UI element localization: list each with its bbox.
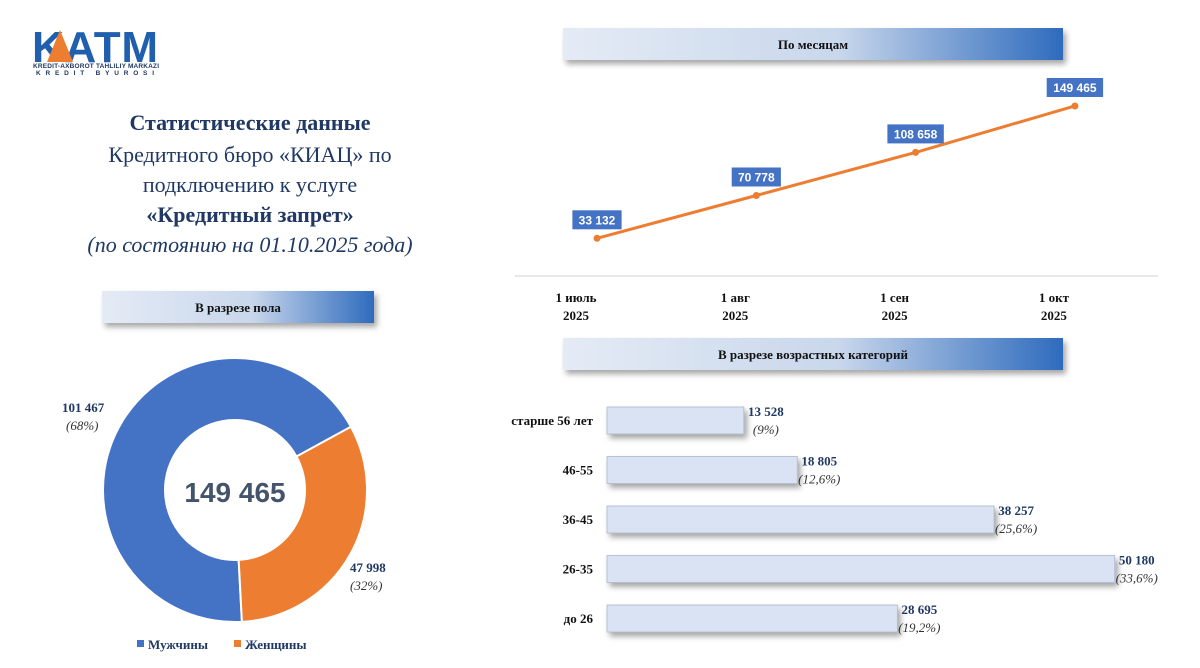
donut-segment bbox=[237, 425, 368, 623]
logo-line: KREDIT-AXBOROT TAHLILIY MARKAZI bbox=[33, 63, 159, 70]
value-label: 70 778 bbox=[738, 170, 775, 184]
point bbox=[912, 148, 920, 156]
x-tick-label: 1 июль 2025 bbox=[555, 290, 596, 323]
y-tick-label: 36-45 bbox=[563, 512, 594, 527]
share-label: (19,2%) bbox=[898, 620, 940, 635]
center-label: 149 465 bbox=[184, 477, 285, 508]
bar bbox=[606, 456, 798, 484]
logo-accent bbox=[47, 30, 73, 62]
value-label: 149 465 bbox=[1053, 81, 1097, 95]
banner bbox=[102, 291, 374, 323]
bar bbox=[606, 604, 898, 633]
y-tick-label: до 26 bbox=[564, 611, 594, 626]
x-tick-label: 1 окт 2025 bbox=[1039, 290, 1070, 323]
label-box bbox=[1046, 77, 1104, 97]
label-box bbox=[572, 210, 622, 230]
y-tick-label: старше 56 лет bbox=[511, 413, 593, 428]
bar bbox=[606, 505, 995, 534]
bar bbox=[606, 406, 745, 435]
share-label: (68%) bbox=[66, 418, 99, 433]
chart-title: В разрезе возрастных категорий bbox=[718, 347, 908, 362]
value-label: 108 658 bbox=[894, 127, 938, 141]
y-tick-label: 46-55 bbox=[563, 463, 594, 478]
share-label: (9%) bbox=[753, 422, 779, 437]
label-box bbox=[731, 167, 781, 187]
share-label: (33,6%) bbox=[1116, 571, 1158, 586]
banner bbox=[563, 28, 1063, 60]
line bbox=[596, 104, 1076, 240]
x-tick-label: 1 сен 2025 bbox=[880, 290, 909, 323]
heading-line: подключению к услуге bbox=[143, 172, 357, 197]
value-label: 47 998 bbox=[350, 560, 386, 575]
heading-line: Статистические данные bbox=[129, 110, 370, 135]
logo: KATM KREDIT-AXBOROT TAHLILIY MARKAZI KRE… bbox=[32, 23, 159, 77]
value-label: 33 132 bbox=[579, 213, 616, 227]
share-label: (32%) bbox=[350, 578, 383, 593]
value-label: 13 528 bbox=[748, 404, 784, 419]
point bbox=[752, 191, 760, 199]
logo-line: KREDIT BYUROSI bbox=[36, 70, 154, 77]
heading: Статистические данные Кредитного бюро «К… bbox=[87, 110, 412, 257]
value-label: 101 467 bbox=[62, 400, 105, 415]
bar bbox=[606, 555, 1116, 583]
chart-title: В разрезе пола bbox=[195, 300, 281, 315]
share-label: (25,6%) bbox=[995, 521, 1037, 536]
value-label: 38 257 bbox=[998, 503, 1034, 518]
point bbox=[1071, 102, 1079, 110]
y-tick-label: 26-35 bbox=[563, 562, 594, 577]
heading-line: «Кредитный запрет» bbox=[146, 202, 353, 227]
x-tick-label: 1 авг 2025 bbox=[721, 290, 750, 323]
label-box bbox=[887, 124, 944, 144]
heading-line: Кредитного бюро «КИАЦ» по bbox=[108, 142, 391, 167]
banner bbox=[563, 338, 1063, 370]
legend-label: Женщины bbox=[245, 637, 307, 652]
heading-line: (по состоянию на 01.10.2025 года) bbox=[87, 232, 412, 257]
legend-label: Мужчины bbox=[148, 637, 208, 652]
legend-swatch bbox=[234, 640, 241, 647]
value-label: 50 180 bbox=[1119, 553, 1155, 568]
point bbox=[593, 234, 601, 242]
value-label: 18 805 bbox=[801, 454, 837, 469]
donut-segment bbox=[102, 357, 353, 623]
value-label: 28 695 bbox=[901, 602, 937, 617]
legend-swatch bbox=[137, 640, 144, 647]
share-label: (12,6%) bbox=[798, 472, 840, 487]
chart-title: По месяцам bbox=[778, 37, 848, 52]
